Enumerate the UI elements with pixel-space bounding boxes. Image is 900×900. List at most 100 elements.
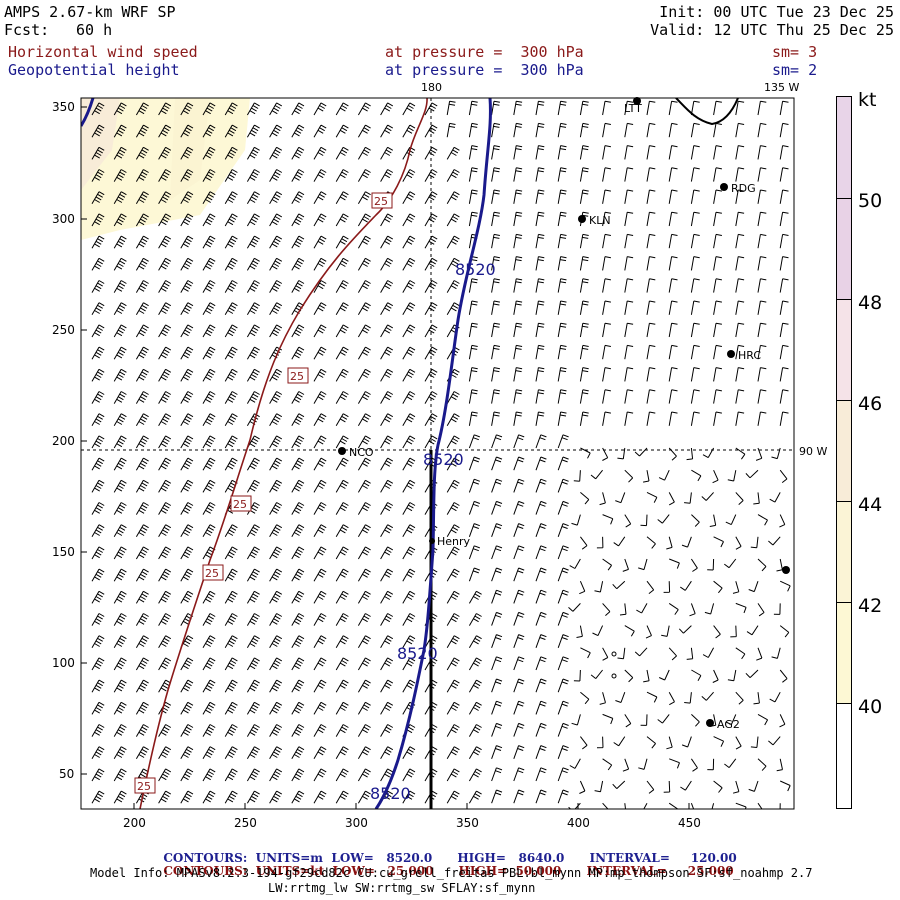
- wind-barb: [491, 545, 503, 560]
- wind-barb: [335, 568, 349, 582]
- wind-barb: [713, 300, 722, 315]
- wind-barb: [590, 469, 603, 480]
- wind-barb: [735, 691, 744, 705]
- wind-barb: [657, 514, 670, 524]
- wind-barb: [557, 189, 567, 204]
- wind-barb: [735, 367, 745, 382]
- footer-contours-speed: CONTOURS: UNITS=kt LOW= 25.000 HIGH= 50.…: [163, 864, 734, 878]
- wind-barb: [513, 122, 523, 138]
- wind-barb: [357, 146, 371, 160]
- speed-label: 25: [233, 498, 247, 511]
- wind-barb: [636, 603, 648, 614]
- wind-barb: [224, 546, 238, 560]
- wind-barb: [335, 613, 349, 626]
- wind-barb: [91, 213, 105, 227]
- wind-barb: [735, 100, 745, 116]
- wind-barb: [158, 635, 172, 649]
- wind-barb: [180, 413, 194, 427]
- wind-barb: [180, 391, 194, 404]
- wind-barb: [513, 478, 525, 493]
- wind-barb: [402, 435, 416, 449]
- wind-barb: [202, 746, 216, 760]
- wind-barb: [380, 391, 394, 404]
- wind-barb: [646, 211, 656, 227]
- wind-barb: [158, 568, 172, 582]
- wind-barb: [135, 235, 149, 249]
- wind-barb: [491, 589, 503, 604]
- wind-barb: [224, 435, 238, 449]
- wind-barb: [557, 611, 569, 626]
- wind-barb: [569, 758, 581, 769]
- wind-barb: [224, 635, 238, 649]
- station-marker: [782, 566, 790, 574]
- wind-barb: [402, 524, 416, 538]
- wind-barb: [269, 790, 283, 804]
- wind-barb: [402, 391, 416, 404]
- wind-barb: [180, 169, 194, 182]
- wind-barb: [424, 324, 438, 338]
- wind-barb: [468, 411, 478, 426]
- wind-barb: [592, 625, 604, 637]
- wind-barb: [624, 367, 634, 382]
- wind-barb: [135, 413, 149, 427]
- wind-barb: [202, 102, 216, 116]
- wind-barb: [691, 514, 700, 527]
- wind-barb: [622, 558, 629, 572]
- wind-barb: [313, 102, 327, 116]
- wind-barb: [313, 235, 327, 249]
- wind-barb: [646, 344, 656, 360]
- wind-barb: [135, 746, 149, 760]
- wind-barb: [246, 701, 260, 715]
- wind-barb: [535, 100, 545, 116]
- wind-barb: [135, 213, 149, 227]
- wind-barb: [335, 413, 349, 427]
- wind-barb: [646, 411, 656, 426]
- wind-barb: [135, 257, 149, 271]
- wind-barb: [158, 502, 172, 515]
- wind-barb: [690, 256, 700, 271]
- wind-barb: [224, 613, 238, 626]
- wind-barb: [335, 280, 349, 293]
- wind-barb: [779, 322, 789, 338]
- wind-barb: [668, 189, 678, 204]
- wind-barb: [180, 124, 194, 138]
- wind-barb: [713, 580, 723, 594]
- wind-barb: [113, 191, 127, 205]
- wind-barb: [643, 470, 650, 483]
- wind-barb: [557, 589, 569, 604]
- wind-barb: [712, 669, 719, 683]
- wind-barb: [643, 802, 648, 809]
- wind-barb: [158, 479, 172, 493]
- wind-barb: [622, 758, 630, 772]
- wind-barb: [557, 700, 569, 715]
- wind-barb: [557, 167, 567, 182]
- wind-barb: [602, 256, 611, 271]
- height-contour-west: [81, 98, 95, 127]
- wind-barb: [535, 656, 547, 671]
- wind-barb: [402, 280, 416, 293]
- wind-barb: [202, 324, 216, 338]
- wind-barb: [599, 492, 606, 506]
- wind-barb: [224, 701, 238, 715]
- wind-barb: [202, 235, 216, 249]
- wind-barb: [380, 746, 394, 760]
- wind-barb: [269, 213, 283, 227]
- wind-barb: [779, 469, 788, 483]
- wind-barb: [313, 546, 327, 560]
- wind-barb: [557, 145, 567, 160]
- wind-barb: [269, 146, 283, 160]
- wind-barb: [513, 411, 523, 426]
- wind-barb: [91, 280, 105, 293]
- wind-barb: [557, 322, 567, 338]
- wind-barb: [491, 722, 503, 737]
- wind-barb: [713, 189, 722, 204]
- wind-barb: [579, 256, 589, 271]
- wind-barb: [602, 367, 611, 382]
- wind-barb: [180, 701, 194, 715]
- height-label: 8520: [370, 784, 411, 803]
- wind-barb: [681, 536, 692, 548]
- wind-barb: [246, 102, 260, 116]
- model-info-physics: LW:rrtmg_lw SW:rrtmg_sw SFLAY:sf_mynn: [268, 881, 536, 895]
- wind-barb: [224, 368, 238, 382]
- wind-barb: [402, 746, 416, 760]
